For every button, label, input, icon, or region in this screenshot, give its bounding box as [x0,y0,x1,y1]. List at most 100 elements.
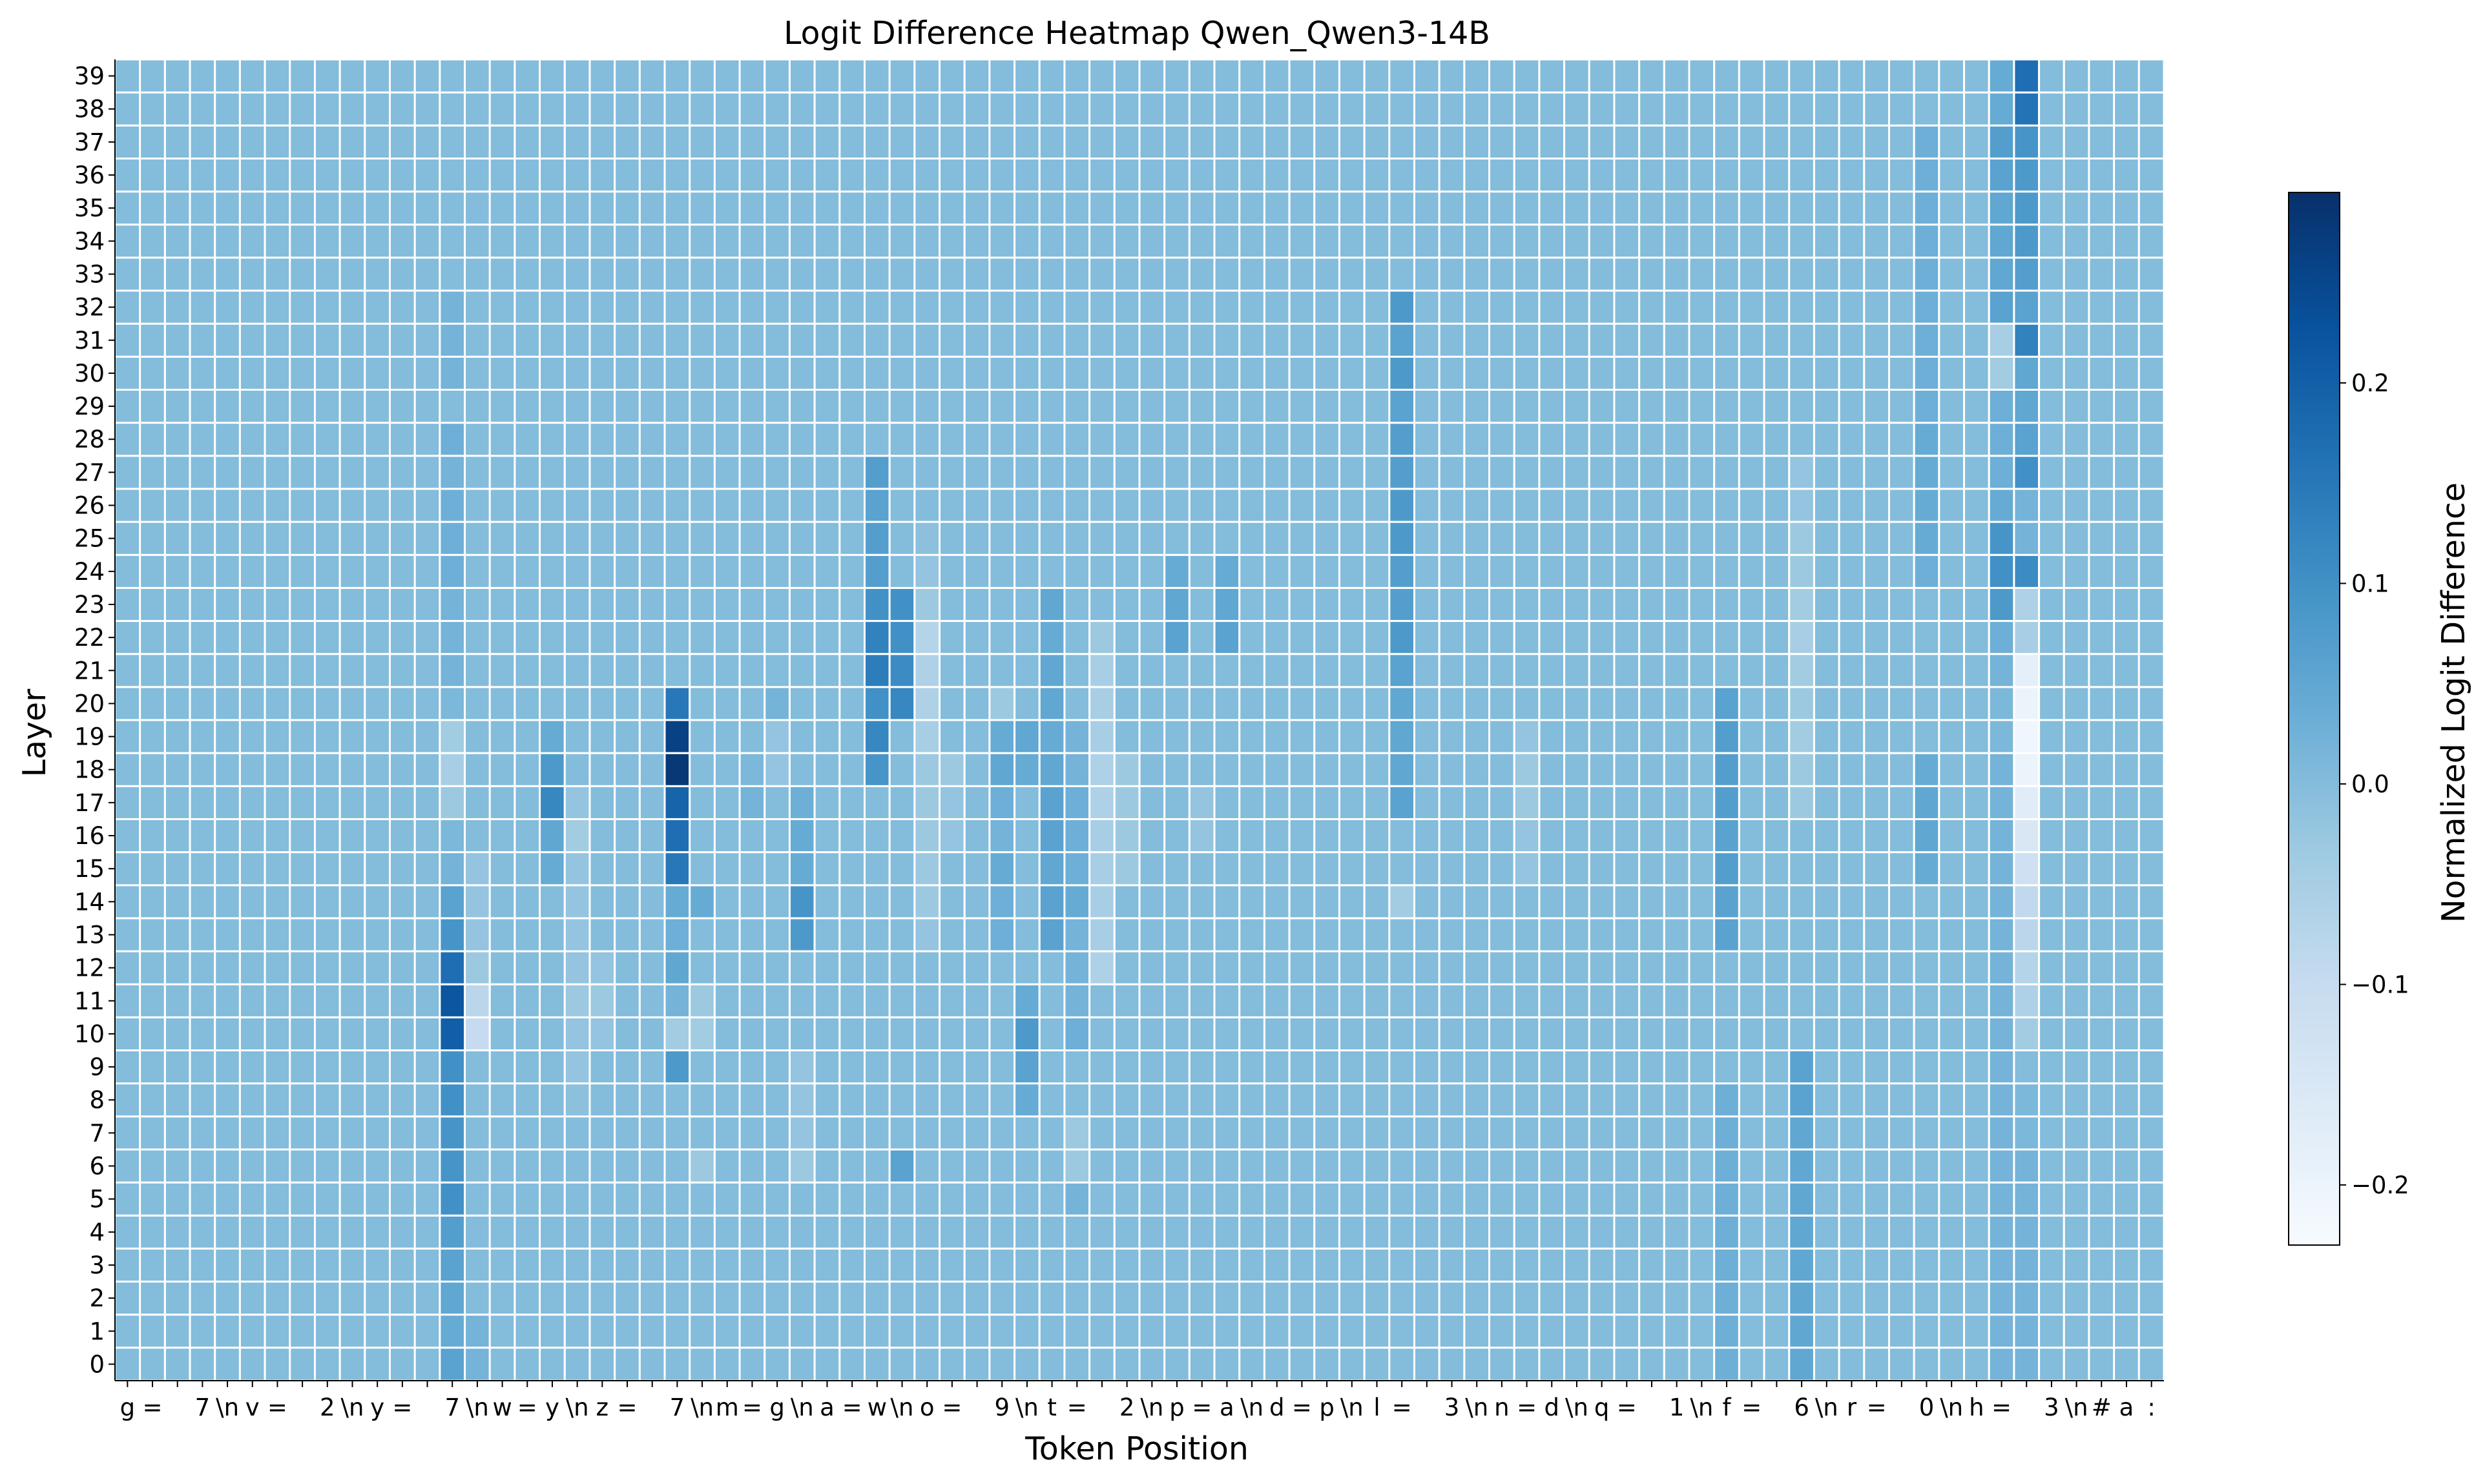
heatmap-cell [1913,884,1940,920]
heatmap-cell [1813,620,1840,655]
heatmap-cell [514,520,541,556]
heatmap-cell [863,289,891,325]
heatmap-cell [1363,1082,1391,1118]
heatmap-cell [1438,322,1466,358]
heatmap-cell [788,686,816,721]
heatmap-cell [1938,191,1966,226]
heatmap-cell [614,1181,641,1217]
heatmap-cell [214,1214,241,1250]
heatmap-cell [1813,1314,1840,1349]
heatmap-cell [1838,389,1866,424]
heatmap-cell [663,389,691,424]
heatmap-cell [1438,488,1466,523]
heatmap-cell [238,1148,266,1184]
heatmap-cell [1887,256,1915,292]
heatmap-cell [1014,1346,1041,1382]
heatmap-cell [1338,653,1366,688]
heatmap-cell [2137,157,2165,193]
heatmap-cell [2038,1181,2065,1217]
heatmap-cell [1038,91,1066,127]
heatmap-cell [1488,1016,1515,1051]
heatmap-cell [539,752,566,787]
heatmap-cell [1063,1214,1091,1250]
heatmap-cell [2038,1247,2065,1283]
heatmap-cell [1263,520,1291,556]
heatmap-cell [1913,851,1940,887]
heatmap-cell [189,686,216,721]
heatmap-cell [1887,191,1915,226]
heatmap-cell [1313,520,1340,556]
heatmap-cell [413,586,441,623]
heatmap-cell [588,157,616,193]
heatmap-cell [189,620,216,655]
heatmap-cell [788,653,816,688]
heatmap-cell [813,191,841,226]
heatmap-cell [588,91,616,127]
heatmap-cell [389,1049,416,1085]
heatmap-cell [988,1082,1016,1118]
heatmap-cell [1213,851,1241,887]
heatmap-cell [1763,553,1791,589]
heatmap-cell [1113,884,1141,920]
heatmap-cell [1788,520,1815,556]
heatmap-cell [1838,818,1866,854]
heatmap-cell [389,553,416,589]
heatmap-cell [638,455,666,490]
heatmap-cell [1014,223,1041,259]
heatmap-cell [963,455,991,490]
heatmap-cell [638,322,666,358]
heatmap-cell [1038,422,1066,457]
heatmap-cell [1488,488,1515,523]
heatmap-cell [1938,884,1966,920]
heatmap-cell [663,620,691,655]
heatmap-cell [1313,289,1340,325]
heatmap-cell [563,719,591,754]
heatmap-cell [413,884,441,920]
heatmap-cell [2113,553,2140,589]
heatmap-cell [1488,1049,1515,1085]
heatmap-cell [1838,256,1866,292]
x-tick-label: = [942,1394,962,1421]
heatmap-cell [139,983,166,1018]
heatmap-cell [1563,91,1590,127]
heatmap-cell [139,422,166,457]
heatmap-cell [1063,983,1091,1018]
heatmap-cell [1513,1016,1541,1051]
heatmap-cell [1238,917,1265,953]
heatmap-cell [913,256,941,292]
heatmap-cell [364,1247,391,1283]
heatmap-cell [1588,488,1616,523]
heatmap-cell [913,686,941,721]
heatmap-cell [663,917,691,953]
heatmap-cell [1263,223,1291,259]
heatmap-cell [2137,58,2165,94]
heatmap-cell [1113,488,1141,523]
heatmap-cell [1988,884,2015,920]
y-tick-label: 3 [89,1252,105,1279]
heatmap-cell [1463,520,1491,556]
heatmap-cell [488,917,516,953]
heatmap-cell [913,1016,941,1051]
heatmap-cell [1113,58,1141,94]
heatmap-cell [264,124,291,160]
heatmap-cell [863,950,891,985]
heatmap-cell [1588,1148,1616,1184]
y-tick-label: 33 [74,260,105,288]
heatmap-cell [988,289,1016,325]
heatmap-cell [988,752,1016,787]
heatmap-cell [2088,124,2116,160]
heatmap-cell [963,124,991,160]
heatmap-cell [1163,553,1191,589]
colorbar-tick-label: 0.1 [2351,570,2389,597]
heatmap-cell [1438,157,1466,193]
heatmap-cell [1663,389,1690,424]
heatmap-cell [1113,1214,1141,1250]
heatmap-cell [1313,223,1340,259]
heatmap-cell [413,553,441,589]
heatmap-cell [2137,884,2165,920]
heatmap-cell [1438,719,1466,754]
heatmap-cell [1063,58,1091,94]
heatmap-cell [1613,322,1641,358]
heatmap-cell [1738,1247,1765,1283]
heatmap-cell [1488,1082,1515,1118]
